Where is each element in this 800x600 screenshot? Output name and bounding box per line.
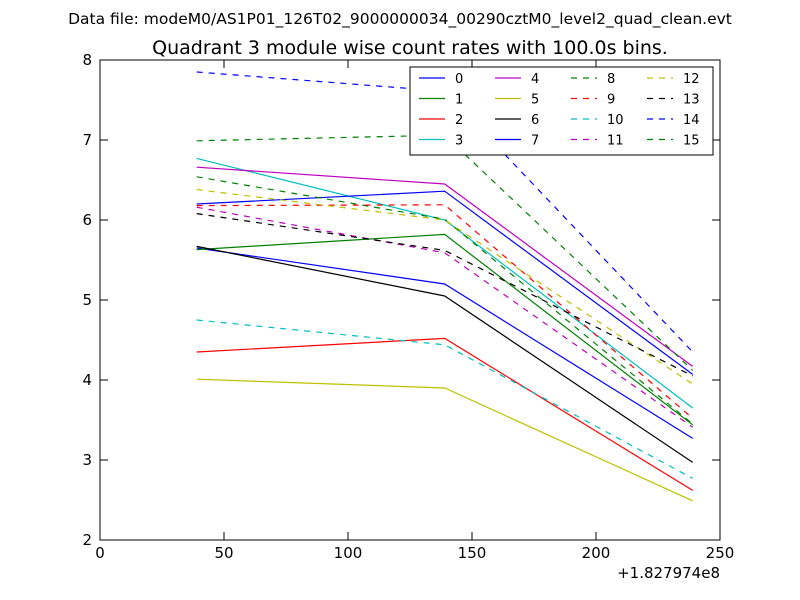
series-line-11 — [196, 206, 694, 428]
legend-label: 12 — [683, 72, 700, 87]
legend-item-13: 13 — [647, 93, 700, 108]
legend-item-8: 8 — [571, 72, 615, 87]
legend-item-15: 15 — [647, 134, 700, 149]
legend-item-0: 0 — [419, 72, 463, 87]
series-line-1 — [196, 233, 694, 426]
legend-label: 8 — [607, 72, 615, 87]
legend-label: 10 — [607, 113, 624, 128]
chart-title: Quadrant 3 module wise count rates with … — [152, 37, 668, 59]
legend-label: 14 — [683, 113, 700, 128]
series-line-6 — [196, 245, 694, 463]
legend-label: 7 — [531, 134, 539, 149]
y-tick-label: 3 — [82, 451, 92, 469]
legend-label: 5 — [531, 93, 539, 108]
series-line-2 — [196, 337, 694, 491]
series-layer — [196, 71, 694, 502]
legend-label: 9 — [607, 93, 615, 108]
y-tick-label: 4 — [82, 371, 92, 389]
y-tick-label: 5 — [82, 291, 92, 309]
legend-label: 11 — [607, 134, 624, 149]
plot-frame — [99, 59, 721, 541]
legend-item-7: 7 — [495, 134, 539, 149]
x-tick-label: 150 — [458, 544, 487, 562]
y-tick-label: 6 — [82, 211, 92, 229]
legend-item-12: 12 — [647, 72, 700, 87]
series-line-4 — [196, 166, 694, 367]
x-tick-label: 0 — [95, 544, 105, 562]
legend-label: 2 — [455, 113, 463, 128]
legend-item-1: 1 — [419, 93, 463, 108]
series-line-5 — [196, 378, 693, 502]
figure-suptitle: Data file: modeM0/AS1P01_126T02_90000000… — [68, 10, 732, 29]
legend-item-9: 9 — [571, 93, 615, 108]
legend-label: 6 — [531, 113, 539, 128]
series-line-0 — [196, 247, 694, 439]
series-line-12 — [196, 189, 694, 385]
y-tick-label: 7 — [82, 131, 92, 149]
y-tick-label: 8 — [82, 51, 92, 69]
series-line-13 — [196, 213, 693, 377]
legend-label: 4 — [531, 72, 539, 87]
legend-item-2: 2 — [419, 113, 463, 128]
legend-label: 13 — [683, 93, 700, 108]
legend-item-4: 4 — [495, 72, 539, 87]
legend-item-6: 6 — [495, 113, 539, 128]
series-line-7 — [196, 190, 694, 375]
series-line-3 — [196, 157, 694, 409]
legend-box — [409, 66, 714, 156]
legend-label: 15 — [683, 134, 700, 149]
legend-label: 0 — [455, 72, 463, 87]
x-tick-label: 100 — [334, 544, 363, 562]
x-tick-label: 250 — [706, 544, 735, 562]
legend-item-3: 3 — [419, 134, 463, 149]
legend-label: 1 — [455, 93, 463, 108]
legend-item-5: 5 — [495, 93, 539, 108]
x-tick-label: 200 — [582, 544, 611, 562]
legend-item-10: 10 — [571, 113, 624, 128]
legend-label: 3 — [455, 134, 463, 149]
series-line-10 — [196, 319, 693, 479]
legend-item-14: 14 — [647, 113, 700, 128]
x-tick-label: 50 — [214, 544, 233, 562]
y-tick-label: 2 — [82, 531, 92, 549]
x-axis-offset-label: +1.827974e8 — [617, 564, 720, 582]
legend-item-11: 11 — [571, 134, 624, 149]
